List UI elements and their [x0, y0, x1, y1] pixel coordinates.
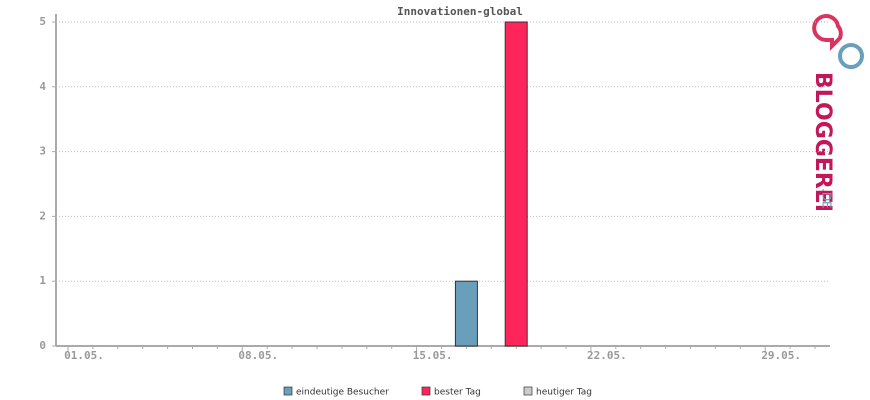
- bar: [504, 21, 528, 347]
- legend-swatch: [523, 386, 533, 396]
- bar: [454, 280, 478, 347]
- x-tick-label: 15.05.: [413, 349, 453, 362]
- y-tick-label: 4: [39, 80, 46, 93]
- logo-text: BLOGGEREI: [810, 72, 835, 212]
- x-tick-label: 01.05.: [64, 349, 104, 362]
- y-tick-label: 2: [39, 209, 46, 222]
- legend-swatch: [283, 386, 293, 396]
- logo: BLOGGEREI .DE: [810, 14, 864, 212]
- x-tick-label: 08.05.: [238, 349, 278, 362]
- y-tick-label: 1: [39, 274, 46, 287]
- y-tick-label: 5: [39, 15, 46, 28]
- legend-label: bester Tag: [434, 388, 481, 398]
- chart-title: Innovationen-global: [397, 5, 523, 18]
- x-tick-label: 22.05.: [587, 349, 627, 362]
- y-tick-label: 0: [39, 339, 46, 352]
- legend-label: heutiger Tag: [536, 388, 592, 398]
- x-tick-label: 29.05.: [761, 349, 801, 362]
- legend-label: eindeutige Besucher: [296, 388, 389, 398]
- y-tick-label: 3: [39, 145, 46, 158]
- logo-suffix: .DE: [820, 188, 834, 209]
- legend-swatch: [421, 386, 431, 396]
